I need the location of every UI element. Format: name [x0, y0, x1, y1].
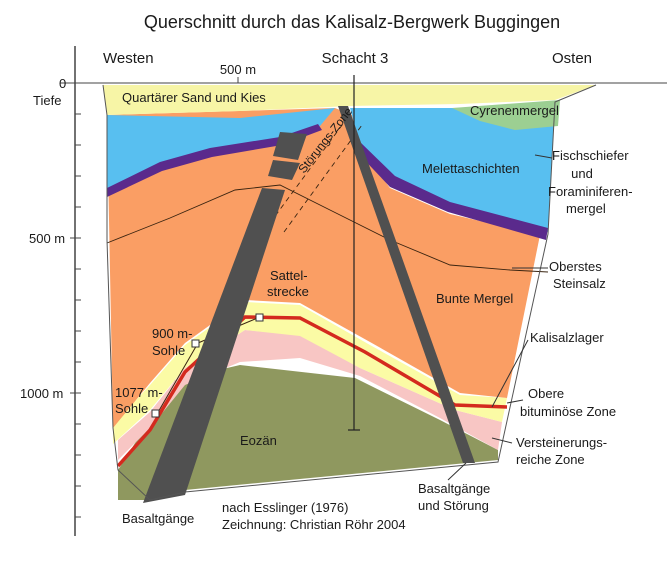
- label-basaltgaenge: Basaltgänge: [122, 511, 194, 526]
- label-versteinerungsreiche-2: reiche Zone: [516, 452, 585, 467]
- basalt-dike-west: [143, 188, 285, 503]
- depth-scale: 0 Tiefe 500 m 1000 m 500 m: [20, 46, 667, 536]
- sattelstrecke-marker: [255, 313, 264, 322]
- horizontal-scale-label: 500 m: [220, 62, 256, 77]
- leader-lines: [447, 154, 553, 481]
- basalt-dikes: [143, 106, 475, 503]
- label-bituminoese-2: bituminöse Zone: [520, 404, 616, 419]
- sohle1077-marker: [151, 409, 160, 418]
- label-basalt-stoerung-1: Basaltgänge: [418, 481, 490, 496]
- label-fischschiefer-1: Fischschiefer: [552, 148, 629, 163]
- layer-cyrenenmergel: [452, 100, 560, 130]
- depth-500-label: 500 m: [29, 231, 65, 246]
- stoerungszone-lines: [269, 116, 363, 233]
- credit-source: nach Esslinger (1976): [222, 500, 348, 515]
- label-sohle1077-2: Sohle: [115, 401, 148, 416]
- label-fischschiefer-3: Foraminiferen-: [548, 184, 633, 199]
- basalt-fault-east: [338, 106, 475, 463]
- label-kalisalzlager: Kalisalzlager: [530, 330, 604, 345]
- label-sohle900-2: Sohle: [152, 343, 185, 358]
- label-sattelstrecke-2: strecke: [267, 284, 309, 299]
- label-oberstes-steinsalz-1: Oberstes: [549, 259, 602, 274]
- label-melettaschichten: Melettaschichten: [422, 161, 520, 176]
- layer-fischschiefer-west: [107, 124, 322, 197]
- label-sohle900-1: 900 m-: [152, 326, 192, 341]
- label-bunte-mergel: Bunte Mergel: [436, 291, 513, 306]
- diagram-title: Querschnitt durch das Kalisalz-Bergwerk …: [144, 12, 560, 32]
- depth-zero-label: 0: [59, 76, 66, 91]
- basalt-block-lower: [268, 160, 300, 180]
- layer-oberstes-steinsalz: [106, 184, 549, 273]
- label-eozaen: Eozän: [240, 433, 277, 448]
- depth-axis-title: Tiefe: [33, 93, 61, 108]
- label-sattelstrecke-1: Sattel-: [270, 268, 308, 283]
- label-sohle1077-1: 1077 m-: [115, 385, 163, 400]
- direction-east: Osten: [552, 50, 592, 67]
- label-bituminoese-1: Obere: [528, 386, 564, 401]
- section-outline: [102, 84, 597, 501]
- label-fischschiefer-2: und: [571, 166, 593, 181]
- basalt-block-upper: [273, 132, 307, 160]
- label-fischschiefer-4: mergel: [566, 201, 606, 216]
- layer-melettaschichten-east: [350, 102, 555, 232]
- shaft-label: Schacht 3: [322, 50, 389, 67]
- direction-west: Westen: [103, 50, 154, 67]
- sohle900-marker: [191, 339, 200, 348]
- credit-author: Zeichnung: Christian Röhr 2004: [222, 517, 406, 532]
- label-basalt-stoerung-2: und Störung: [418, 498, 489, 513]
- label-quartaer: Quartärer Sand und Kies: [122, 90, 266, 105]
- layer-fischschiefer-east: [355, 140, 548, 240]
- label-cyrenenmergel: Cyrenenmergel: [470, 103, 559, 118]
- layer-quartaer: [103, 85, 596, 115]
- label-versteinerungsreiche-1: Versteinerungs-: [516, 435, 607, 450]
- depth-1000-label: 1000 m: [20, 386, 63, 401]
- label-oberstes-steinsalz-2: Steinsalz: [553, 276, 606, 291]
